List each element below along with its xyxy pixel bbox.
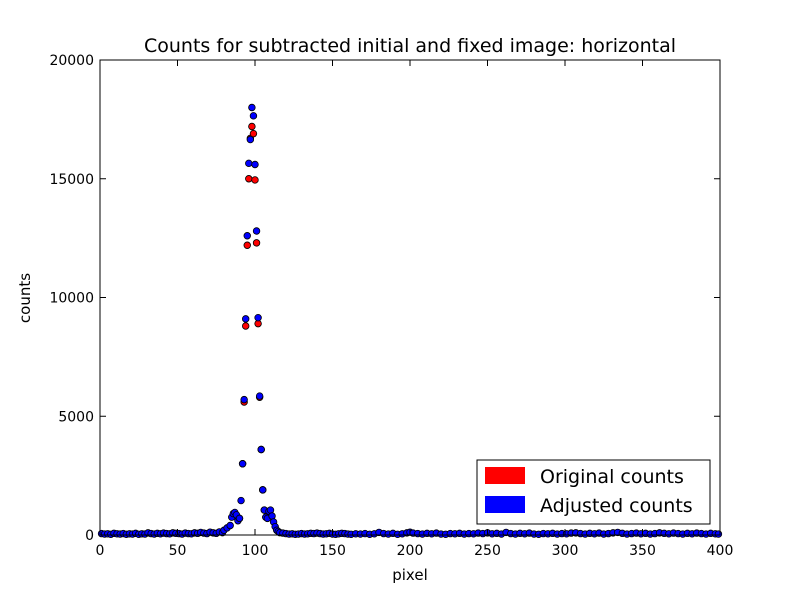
data-point <box>240 395 248 404</box>
x-tick-label: 150 <box>319 543 346 559</box>
data-point <box>251 160 259 169</box>
y-tick-label: 15000 <box>49 172 94 188</box>
legend-label-adjusted: Adjusted counts <box>540 495 693 517</box>
x-tick-label: 250 <box>474 543 501 559</box>
data-point <box>255 392 264 400</box>
data-point <box>251 176 259 184</box>
legend: Original counts Adjusted counts <box>476 459 711 525</box>
data-point <box>248 103 256 112</box>
data-point <box>246 135 255 144</box>
legend-label-original: Original counts <box>540 466 684 488</box>
x-tick-label: 400 <box>707 543 734 559</box>
data-point <box>268 512 276 520</box>
data-point <box>257 445 265 454</box>
data-point <box>243 232 251 240</box>
x-axis-label: pixel <box>392 566 428 584</box>
legend-swatch-adjusted <box>485 496 525 513</box>
data-point <box>249 112 258 120</box>
x-tick-label: 100 <box>242 543 269 559</box>
x-tick-label: 0 <box>96 543 105 559</box>
data-point <box>249 129 258 138</box>
data-point <box>266 506 275 514</box>
data-point <box>241 315 250 323</box>
data-point <box>714 530 723 538</box>
chart-title: Counts for subtracted initial and fixed … <box>144 35 676 57</box>
data-point <box>252 239 261 247</box>
data-point <box>238 460 247 468</box>
data-point <box>254 313 262 322</box>
data-point <box>259 486 267 494</box>
data-point <box>245 159 253 168</box>
y-tick-label: 10000 <box>49 291 94 307</box>
x-tick-label: 50 <box>169 543 187 559</box>
data-point <box>237 496 245 505</box>
data-point <box>226 521 234 530</box>
x-tick-label: 200 <box>397 543 424 559</box>
y-axis: 0 5000 10000 15000 20000 <box>49 53 720 544</box>
x-tick-label: 300 <box>552 543 579 559</box>
data-point <box>252 227 261 235</box>
data-point <box>245 175 253 183</box>
x-axis: 0 50 100 150 200 250 300 350 400 <box>96 60 734 559</box>
data-point <box>241 322 250 330</box>
y-axis-label: counts <box>16 273 34 323</box>
data-point <box>248 122 256 131</box>
x-tick-label: 350 <box>629 543 656 559</box>
legend-swatch-original <box>485 467 525 484</box>
data-point <box>243 241 251 249</box>
plot-area <box>97 59 723 538</box>
y-tick-label: 20000 <box>49 53 94 69</box>
plot-background <box>100 60 720 535</box>
data-point <box>235 514 244 523</box>
y-tick-label: 5000 <box>58 409 94 425</box>
y-tick-label: 0 <box>85 528 94 544</box>
